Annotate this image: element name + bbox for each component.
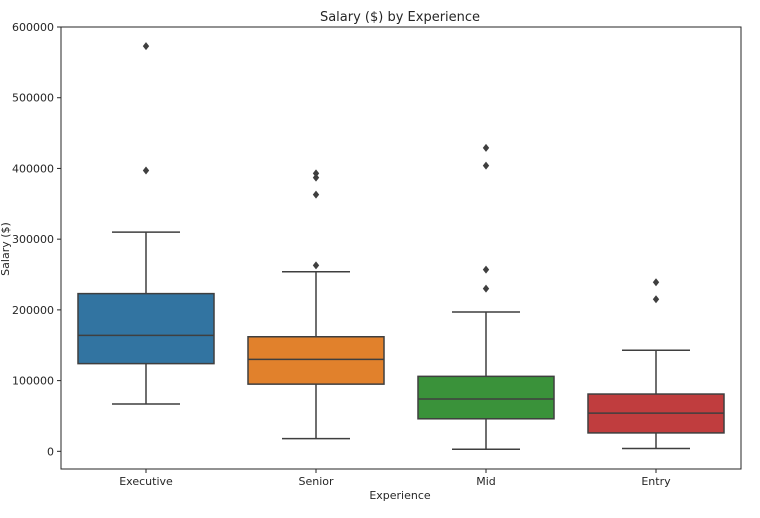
chart-title: Salary ($) by Experience — [320, 10, 480, 25]
y-axis-label: Salary ($) — [0, 222, 12, 276]
y-tick-label: 200000 — [12, 304, 54, 317]
outlier-point — [482, 284, 490, 293]
outlier-point — [312, 173, 320, 182]
x-tick-label: Senior — [298, 475, 334, 488]
plot-frame — [60, 26, 742, 470]
y-tick-label: 100000 — [12, 375, 54, 388]
iqr-box — [247, 336, 385, 385]
outlier-point — [482, 265, 490, 274]
outlier-point — [312, 169, 320, 178]
x-tick-label: Executive — [119, 475, 173, 488]
x-tick-label: Entry — [641, 475, 671, 488]
outlier-point — [652, 295, 660, 304]
outlier-point — [482, 143, 490, 152]
outlier-point — [142, 166, 150, 175]
x-tick-label: Mid — [476, 475, 496, 488]
outlier-point — [142, 42, 150, 51]
outlier-point — [312, 261, 320, 270]
y-tick-label: 0 — [47, 445, 54, 458]
y-tick-label: 600000 — [12, 21, 54, 34]
iqr-box — [417, 375, 555, 420]
outlier-point — [482, 161, 490, 170]
y-tick-label: 400000 — [12, 162, 54, 175]
outlier-point — [652, 278, 660, 287]
outlier-point — [312, 190, 320, 199]
x-axis-label: Experience — [369, 489, 431, 502]
y-tick-label: 500000 — [12, 92, 54, 105]
iqr-box — [77, 292, 215, 365]
y-tick-label: 300000 — [12, 233, 54, 246]
